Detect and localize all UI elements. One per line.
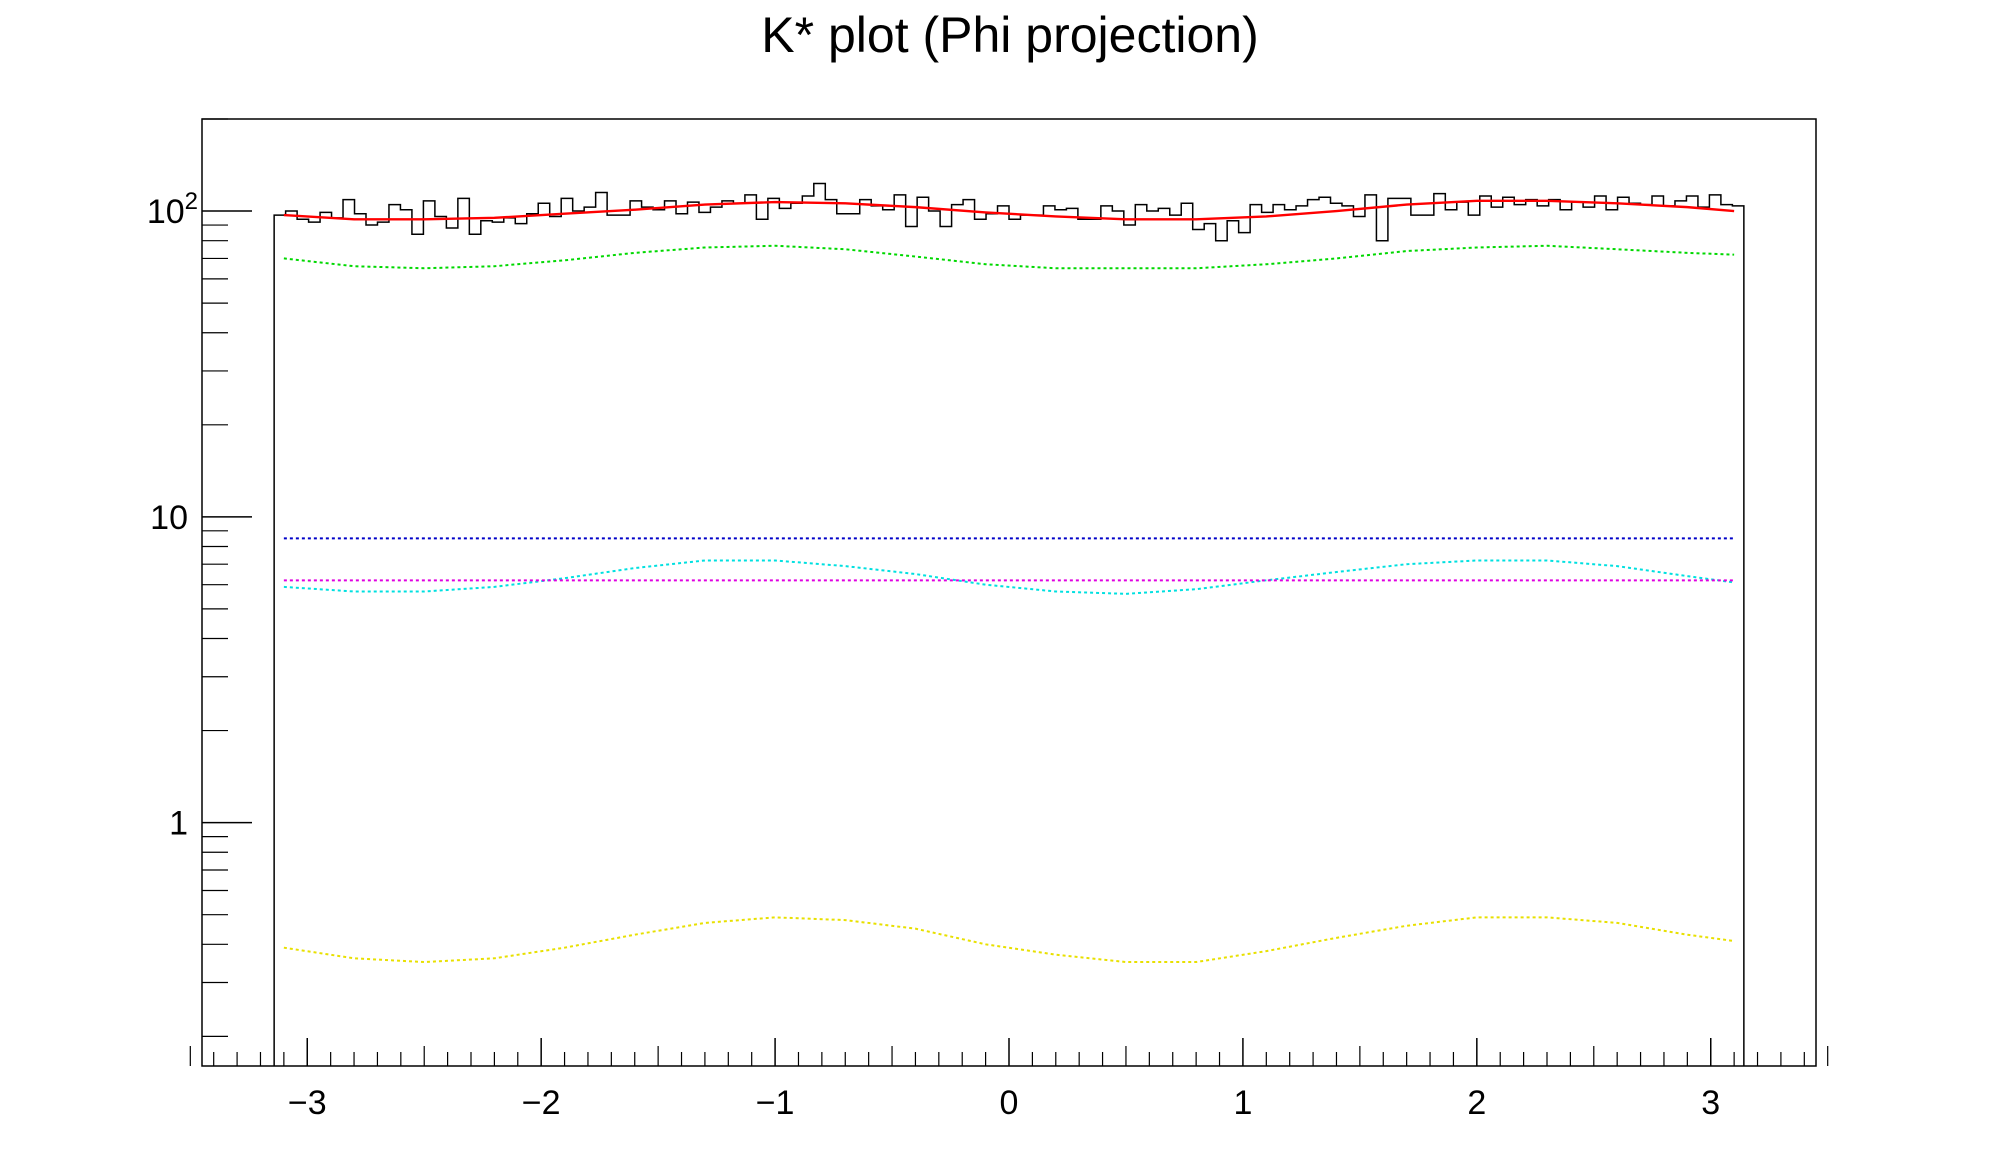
histogram <box>273 182 1745 1066</box>
y-tick-label: 102 <box>147 188 198 231</box>
x-tick-label: −2 <box>522 1084 561 1122</box>
y-tick-label: 10 <box>150 499 188 537</box>
x-tick-label: −3 <box>288 1084 327 1122</box>
x-tick-label: 1 <box>1233 1084 1252 1122</box>
x-tick-label: 3 <box>1701 1084 1720 1122</box>
y-tick-label-exponent: 2 <box>185 188 198 215</box>
curve-0 <box>283 199 1735 221</box>
y-tick-label: 1 <box>169 805 188 843</box>
x-tick-label: 2 <box>1467 1084 1486 1122</box>
x-tick-label: −1 <box>756 1084 795 1122</box>
x-axis: −3 −2 −1 0 1 2 3 <box>288 1038 1720 1122</box>
y-tick-label-base: 10 <box>147 193 185 231</box>
curve-3 <box>283 559 1735 595</box>
minor-ticks <box>189 118 1829 1066</box>
curve-1 <box>283 244 1735 270</box>
curve-5 <box>283 916 1735 964</box>
fit-curves <box>283 199 1735 964</box>
chart-title: K* plot (Phi projection) <box>761 7 1258 63</box>
histogram-steps <box>273 182 1745 1066</box>
x-tick-label: 0 <box>1000 1084 1019 1122</box>
plot-frame <box>201 118 1817 1067</box>
